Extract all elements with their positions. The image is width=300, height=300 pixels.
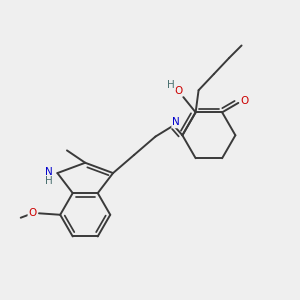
Text: O: O — [241, 96, 249, 106]
Text: N: N — [172, 117, 180, 128]
Text: H: H — [167, 80, 175, 90]
Text: O: O — [28, 208, 37, 218]
Text: H: H — [45, 176, 53, 186]
Text: O: O — [175, 85, 183, 95]
Text: N: N — [45, 167, 53, 177]
